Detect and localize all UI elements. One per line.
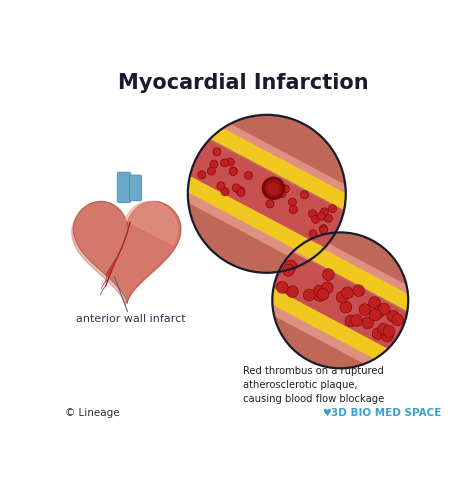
Polygon shape	[55, 108, 452, 329]
Circle shape	[217, 182, 225, 190]
Polygon shape	[129, 214, 474, 435]
Circle shape	[319, 225, 328, 233]
Circle shape	[345, 315, 357, 327]
Circle shape	[378, 323, 390, 335]
Circle shape	[387, 310, 399, 322]
Circle shape	[232, 184, 240, 192]
Text: © Lineage: © Lineage	[65, 408, 119, 418]
Circle shape	[288, 198, 296, 206]
Text: Red thrombus on a ruptured
atherosclerotic plaque,
causing blood flow blockage: Red thrombus on a ruptured atherosclerot…	[243, 366, 384, 404]
Circle shape	[317, 289, 329, 300]
Circle shape	[264, 189, 273, 198]
Circle shape	[276, 281, 288, 293]
Circle shape	[237, 187, 245, 195]
Circle shape	[322, 269, 334, 281]
Circle shape	[369, 297, 381, 308]
Circle shape	[301, 191, 309, 199]
Polygon shape	[125, 216, 474, 443]
Circle shape	[383, 326, 395, 337]
Text: 3D BIO MED SPACE: 3D BIO MED SPACE	[331, 408, 441, 418]
Circle shape	[303, 289, 315, 301]
Circle shape	[336, 291, 348, 303]
Circle shape	[309, 230, 317, 238]
Circle shape	[267, 182, 279, 194]
Circle shape	[207, 167, 216, 175]
Polygon shape	[156, 164, 474, 384]
Circle shape	[314, 290, 325, 301]
Polygon shape	[72, 204, 179, 306]
Circle shape	[282, 185, 290, 193]
Circle shape	[362, 317, 374, 329]
Circle shape	[289, 205, 297, 214]
Circle shape	[340, 301, 352, 313]
Circle shape	[188, 115, 346, 273]
Polygon shape	[51, 110, 451, 337]
Circle shape	[372, 328, 384, 340]
Polygon shape	[73, 201, 181, 303]
Circle shape	[324, 214, 332, 222]
Circle shape	[236, 187, 244, 194]
Circle shape	[359, 304, 371, 316]
Circle shape	[272, 232, 408, 368]
Circle shape	[229, 168, 237, 175]
Circle shape	[321, 282, 333, 294]
Circle shape	[392, 314, 403, 326]
Circle shape	[309, 210, 317, 218]
Circle shape	[266, 200, 274, 208]
Circle shape	[273, 191, 282, 199]
Polygon shape	[125, 201, 177, 245]
Polygon shape	[136, 179, 474, 422]
FancyBboxPatch shape	[129, 175, 142, 201]
Polygon shape	[63, 72, 471, 315]
Circle shape	[382, 330, 393, 342]
Circle shape	[262, 176, 285, 200]
Circle shape	[378, 303, 390, 315]
Circle shape	[328, 205, 337, 213]
Circle shape	[220, 159, 228, 167]
FancyBboxPatch shape	[117, 172, 130, 202]
Circle shape	[369, 309, 381, 321]
Text: Myocardial Infarction: Myocardial Infarction	[118, 73, 368, 93]
Polygon shape	[114, 137, 474, 464]
Circle shape	[229, 167, 237, 175]
Circle shape	[213, 148, 221, 156]
Circle shape	[320, 208, 328, 216]
Circle shape	[342, 287, 354, 299]
Circle shape	[237, 188, 245, 197]
Circle shape	[221, 188, 229, 196]
Circle shape	[245, 172, 253, 179]
Polygon shape	[35, 21, 474, 367]
Circle shape	[278, 189, 286, 198]
Circle shape	[287, 286, 298, 297]
Polygon shape	[82, 57, 474, 278]
Circle shape	[226, 158, 234, 166]
Text: ♥: ♥	[322, 408, 331, 418]
Circle shape	[210, 160, 218, 168]
Circle shape	[313, 285, 325, 297]
Polygon shape	[156, 157, 474, 384]
Circle shape	[353, 285, 365, 296]
Circle shape	[264, 179, 282, 197]
Circle shape	[351, 315, 363, 326]
Circle shape	[374, 306, 385, 318]
Circle shape	[311, 215, 319, 223]
Circle shape	[283, 265, 294, 276]
Circle shape	[319, 226, 328, 234]
Polygon shape	[82, 51, 474, 278]
Text: anterior wall infarct: anterior wall infarct	[76, 277, 185, 324]
Circle shape	[285, 260, 297, 272]
Circle shape	[317, 212, 325, 220]
Circle shape	[198, 171, 206, 179]
